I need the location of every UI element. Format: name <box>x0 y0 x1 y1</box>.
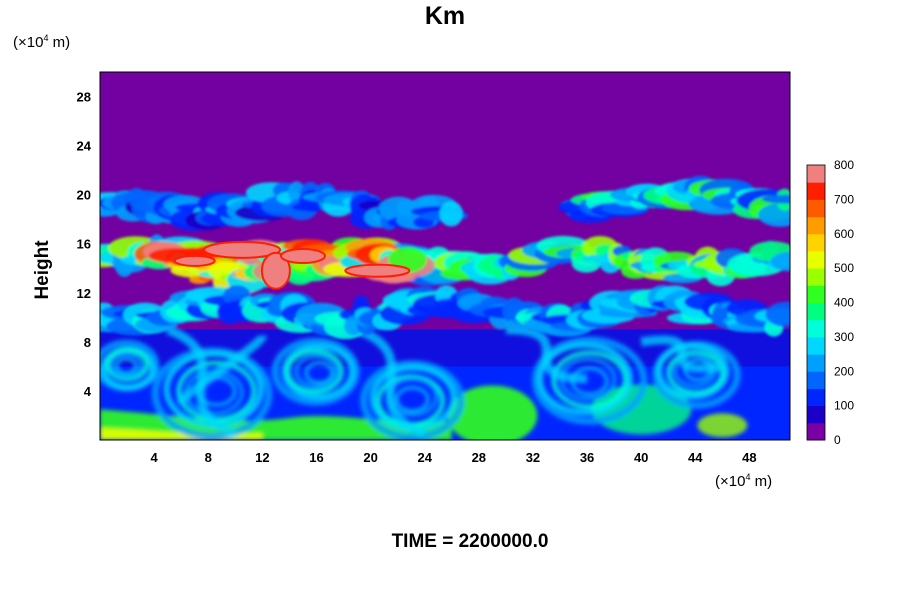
y-axis-ticks: 4 8 12 16 20 24 28 <box>77 90 92 399</box>
y-tick-label: 20 <box>77 188 91 203</box>
x-tick-label: 4 <box>151 450 159 465</box>
x-axis-unit: (×104 m) <box>715 472 773 490</box>
colorbar-swatch <box>807 371 825 389</box>
x-tick-label: 36 <box>580 450 594 465</box>
colorbar-tick-label: 700 <box>834 192 854 206</box>
x-axis-ticks: 4 8 12 16 20 24 28 32 36 40 44 48 <box>151 450 757 465</box>
colorbar-tick-label: 100 <box>834 399 854 413</box>
x-tick-label: 28 <box>472 450 486 465</box>
colorbar-swatch <box>807 388 825 407</box>
colorbar-swatch <box>807 216 825 235</box>
colorbar-swatch <box>807 354 825 372</box>
colorbar-swatch <box>807 422 825 441</box>
colorbar-swatch <box>807 302 825 321</box>
colorbar-tick-label: 200 <box>834 364 854 378</box>
colorbar-swatch <box>807 285 825 303</box>
upper-shear-bands <box>100 175 790 340</box>
y-tick-label: 8 <box>84 335 91 350</box>
colorbar-swatch <box>807 336 825 355</box>
chart-title: Km <box>424 2 466 30</box>
y-tick-label: 12 <box>77 286 91 301</box>
x-tick-label: 8 <box>205 450 212 465</box>
colorbar-tick-label: 500 <box>834 261 854 275</box>
x-tick-label: 32 <box>526 450 540 465</box>
colorbar-swatch <box>807 250 825 269</box>
x-tick-label: 12 <box>255 450 269 465</box>
turbulent-eddies <box>100 325 748 440</box>
x-tick-label: 48 <box>742 450 756 465</box>
colorbar-swatch <box>807 182 825 200</box>
y-axis-unit: (×104 m) <box>13 33 71 51</box>
x-tick-label: 44 <box>688 450 703 465</box>
colorbar-tick-label: 800 <box>834 158 854 172</box>
x-tick-label: 16 <box>309 450 323 465</box>
colorbar: 0 100 200 300 400 500 600 700 800 <box>806 158 854 447</box>
y-tick-label: 16 <box>77 237 91 252</box>
colorbar-swatch <box>807 199 825 218</box>
colorbar-swatch <box>807 319 825 338</box>
heatmap-field <box>100 72 790 440</box>
colorbar-swatch <box>807 268 825 286</box>
x-tick-label: 40 <box>634 450 648 465</box>
colorbar-swatch <box>807 405 825 424</box>
y-tick-label: 28 <box>77 90 91 105</box>
x-tick-label: 20 <box>363 450 377 465</box>
y-tick-label: 4 <box>84 384 92 399</box>
colorbar-tick-label: 600 <box>834 227 854 241</box>
colorbar-swatch <box>807 233 825 252</box>
y-tick-label: 24 <box>77 139 92 154</box>
colorbar-tick-label: 400 <box>834 296 854 310</box>
colorbar-swatch <box>807 165 825 183</box>
high-diffusivity-core <box>173 240 411 290</box>
colorbar-tick-label: 300 <box>834 330 854 344</box>
plot-frame <box>99 71 791 441</box>
time-label: TIME = 2200000.0 <box>391 531 549 552</box>
colorbar-frame <box>806 164 826 441</box>
x-tick-label: 24 <box>417 450 432 465</box>
colorbar-tick-label: 0 <box>834 433 841 447</box>
